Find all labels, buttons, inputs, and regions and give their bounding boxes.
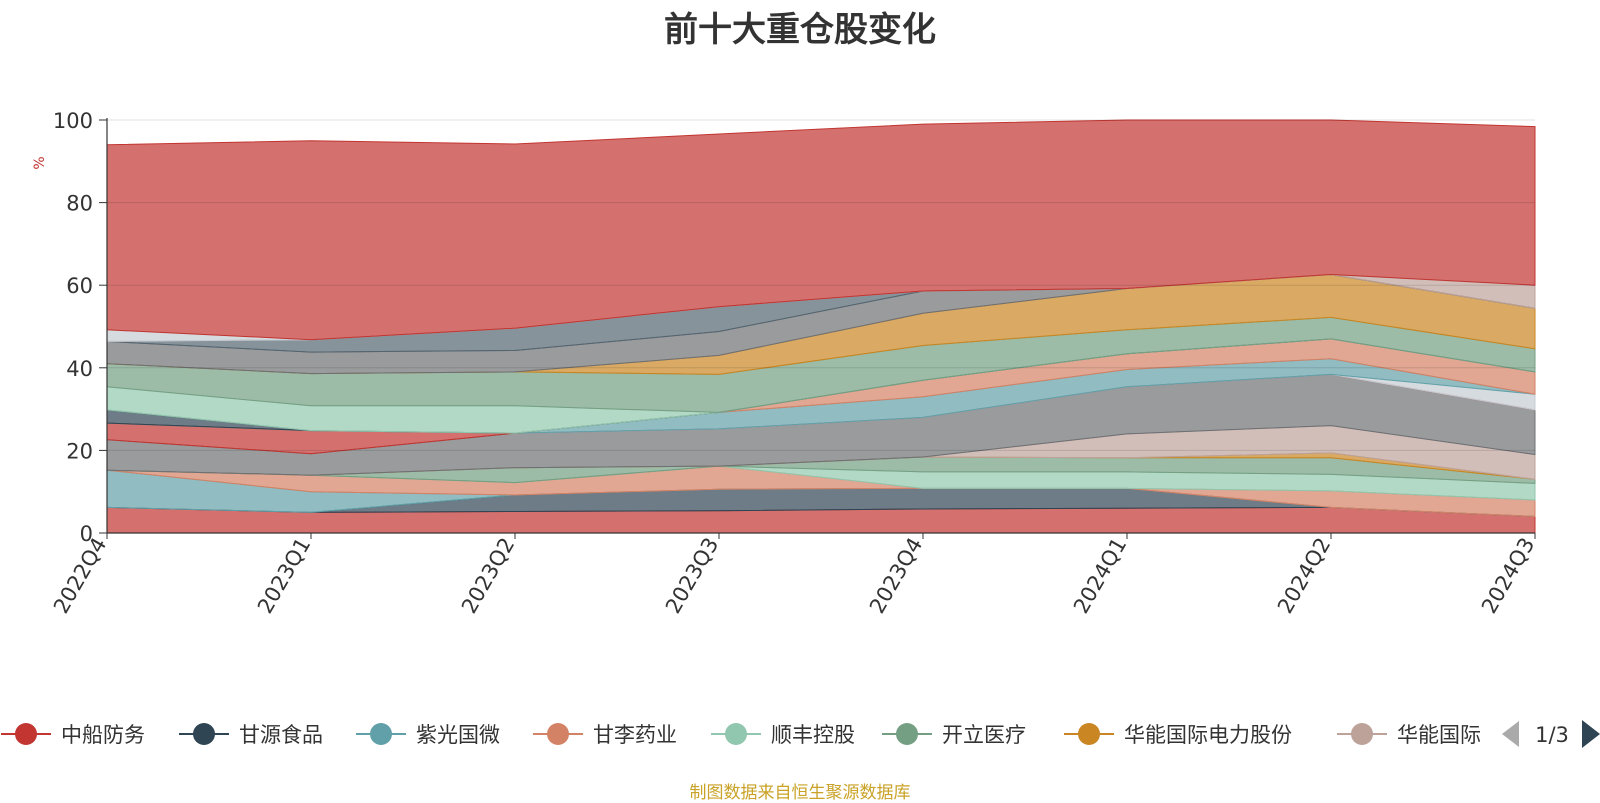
- legend-marker-0: [15, 723, 37, 745]
- y-tick-label-4: 80: [66, 192, 93, 216]
- legend-marker-4: [725, 723, 747, 745]
- legend-item-0[interactable]: 中船防务: [1, 723, 145, 747]
- legend-items: 中船防务 甘源食品 紫光国微 甘李药业 顺丰控股 开立医疗 华能国际电力股份 华能国际: [1, 723, 1481, 747]
- legend-page-indicator: 1/3: [1535, 723, 1569, 747]
- legend-label-0: 中船防务: [61, 723, 145, 747]
- x-tick-label-6: 2024Q2: [1273, 534, 1335, 618]
- legend-next-icon[interactable]: [1582, 720, 1600, 748]
- x-tick-label-4: 2023Q4: [865, 534, 927, 618]
- legend-label-5: 开立医疗: [942, 723, 1026, 747]
- legend-marker-3: [547, 723, 569, 745]
- legend-marker-6: [1078, 723, 1100, 745]
- x-tick-label-0: 2022Q4: [49, 534, 111, 618]
- legend-label-2: 紫光国微: [416, 723, 500, 747]
- y-tick-label-0: 0: [80, 522, 93, 546]
- legend-item-5[interactable]: 开立医疗: [882, 723, 1026, 747]
- legend-item-4[interactable]: 顺丰控股: [711, 723, 855, 747]
- x-tick-label-2: 2023Q2: [457, 534, 519, 618]
- legend-marker-5: [896, 723, 918, 745]
- legend-item-2[interactable]: 紫光国微: [356, 723, 500, 747]
- legend-marker-2: [370, 723, 392, 745]
- legend: 中船防务 甘源食品 紫光国微 甘李药业 顺丰控股 开立医疗 华能国际电力股份 华能国际 1/3: [1, 720, 1600, 748]
- grid-lines: [107, 119, 1535, 451]
- legend-label-1: 甘源食品: [239, 723, 323, 747]
- legend-label-6: 华能国际电力股份: [1124, 723, 1292, 747]
- x-tick-label-3: 2023Q3: [661, 534, 723, 618]
- legend-marker-1: [193, 723, 215, 745]
- legend-item-6[interactable]: 华能国际电力股份: [1064, 723, 1292, 747]
- area-series-21: [106, 119, 1536, 341]
- legend-item-3[interactable]: 甘李药业: [533, 723, 677, 747]
- x-tick-label-5: 2024Q1: [1069, 534, 1131, 618]
- chart-title: 前十大重仓股变化: [664, 10, 936, 50]
- y-tick-label-2: 40: [66, 357, 93, 381]
- x-tick-label-7: 2024Q3: [1477, 534, 1539, 618]
- legend-item-1[interactable]: 甘源食品: [179, 723, 323, 747]
- legend-marker-7: [1351, 723, 1373, 745]
- legend-label-4: 顺丰控股: [771, 723, 855, 747]
- source-note: 制图数据来自恒生聚源数据库: [689, 783, 911, 803]
- area-series-group: [106, 119, 1536, 534]
- legend-label-7: 华能国际: [1397, 723, 1481, 747]
- x-tick-label-1: 2023Q1: [253, 534, 315, 618]
- y-tick-label-3: 60: [66, 274, 93, 298]
- legend-item-7[interactable]: 华能国际: [1337, 723, 1481, 747]
- y-tick-label-5: 100: [53, 109, 93, 133]
- y-tick-label-1: 20: [66, 439, 93, 463]
- y-axis-label: %: [32, 156, 48, 169]
- legend-prev-icon[interactable]: [1502, 721, 1519, 747]
- legend-label-3: 甘李药业: [593, 723, 677, 747]
